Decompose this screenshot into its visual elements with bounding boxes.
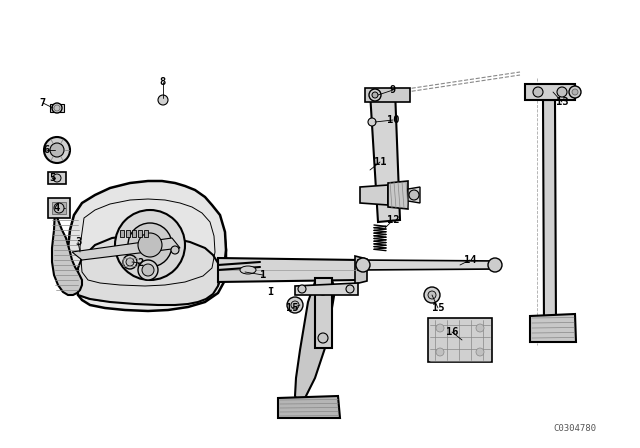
Circle shape [436,324,444,332]
Text: 16: 16 [445,327,458,337]
Polygon shape [295,279,335,402]
Polygon shape [132,230,136,237]
Text: 10: 10 [387,115,399,125]
Circle shape [44,137,70,163]
Polygon shape [365,88,410,102]
Circle shape [54,105,60,111]
Polygon shape [138,230,142,237]
Polygon shape [78,235,220,305]
Circle shape [569,86,581,98]
Text: 15: 15 [285,303,298,313]
Text: 15: 15 [432,303,444,313]
Polygon shape [68,181,226,302]
Circle shape [53,174,61,182]
Polygon shape [360,185,388,205]
Polygon shape [355,256,367,284]
Polygon shape [525,84,575,100]
Polygon shape [388,181,408,209]
Polygon shape [278,396,340,418]
Polygon shape [52,202,66,214]
Circle shape [476,348,484,356]
Circle shape [424,287,440,303]
Polygon shape [144,230,148,237]
Circle shape [138,260,158,280]
Text: 1: 1 [260,270,266,280]
Polygon shape [370,90,400,222]
Polygon shape [126,230,130,237]
Circle shape [158,95,168,105]
Polygon shape [408,187,420,203]
Text: 3: 3 [75,237,81,247]
Circle shape [372,92,378,98]
Circle shape [171,246,179,254]
Polygon shape [295,283,358,295]
Text: 9: 9 [390,85,396,95]
Text: 2: 2 [137,258,143,268]
Circle shape [369,89,381,101]
Polygon shape [48,172,66,184]
Circle shape [476,324,484,332]
Ellipse shape [240,266,256,274]
Text: I: I [267,287,273,297]
Polygon shape [48,198,70,218]
Circle shape [115,210,185,280]
Text: 13: 13 [556,97,568,107]
Text: C0304780: C0304780 [554,423,596,432]
Text: 11: 11 [374,157,387,167]
Circle shape [368,118,376,126]
Circle shape [287,297,303,313]
Circle shape [126,258,134,266]
Polygon shape [358,260,500,270]
Circle shape [346,285,354,293]
Polygon shape [428,318,492,362]
Polygon shape [315,278,332,348]
Circle shape [52,103,62,113]
Circle shape [128,223,172,267]
Text: 8: 8 [160,77,166,87]
Text: 6: 6 [44,145,50,155]
Polygon shape [120,230,124,237]
Circle shape [557,87,567,97]
Circle shape [488,258,502,272]
Text: 12: 12 [387,215,399,225]
Polygon shape [50,104,64,112]
Text: 4: 4 [54,203,60,213]
Circle shape [428,291,436,299]
Polygon shape [72,238,180,260]
Text: 14: 14 [464,255,476,265]
Polygon shape [218,258,360,282]
Circle shape [533,87,543,97]
Circle shape [409,190,419,200]
Circle shape [436,348,444,356]
Circle shape [318,285,328,295]
Circle shape [50,143,64,157]
Text: 7: 7 [40,98,46,108]
Circle shape [138,233,162,257]
Circle shape [318,333,328,343]
Polygon shape [530,314,576,342]
Circle shape [572,89,578,95]
Circle shape [356,258,370,272]
Text: 5: 5 [49,173,55,183]
Polygon shape [76,192,226,311]
Circle shape [54,203,64,213]
Polygon shape [52,210,82,295]
Polygon shape [543,100,556,328]
Circle shape [298,285,306,293]
Circle shape [123,255,137,269]
Circle shape [291,301,299,309]
Circle shape [142,264,154,276]
